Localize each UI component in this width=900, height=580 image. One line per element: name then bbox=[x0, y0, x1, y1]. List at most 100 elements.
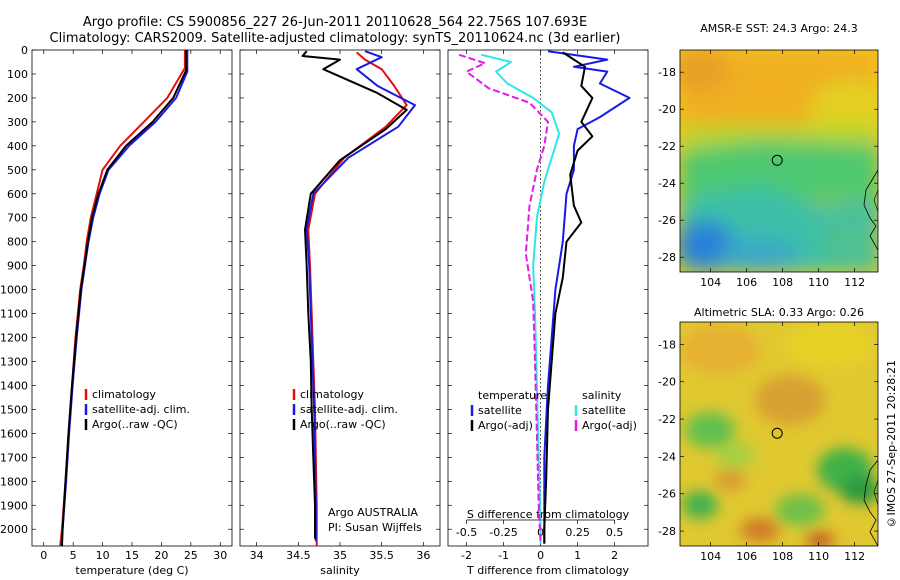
map-lat-label: -24 bbox=[658, 177, 676, 190]
depth-tick-label: 1100 bbox=[0, 308, 28, 321]
map-lat-label: -28 bbox=[658, 251, 676, 264]
x-tick-label: 5 bbox=[70, 549, 77, 562]
x-axis-label: temperature (deg C) bbox=[75, 564, 188, 577]
depth-tick-label: 500 bbox=[7, 164, 28, 177]
depth-tick-label: 1600 bbox=[0, 427, 28, 440]
map-lat-label: -22 bbox=[658, 140, 676, 153]
x-tick-label: -1 bbox=[498, 549, 509, 562]
sst-map-field bbox=[680, 50, 878, 272]
depth-tick-label: 900 bbox=[7, 260, 28, 273]
annotation-text: PI: Susan Wijffels bbox=[328, 521, 422, 534]
series-line-argo-raw-qc bbox=[61, 50, 188, 546]
series-group bbox=[59, 50, 189, 546]
x-tick-label: -2 bbox=[461, 549, 472, 562]
map-lon-label: 112 bbox=[844, 276, 865, 289]
map-lon-label: 106 bbox=[736, 550, 757, 563]
legend-label: Argo(-adj) bbox=[478, 419, 533, 432]
depth-tick-label: 1300 bbox=[0, 355, 28, 368]
legend-label: satellite-adj. clim. bbox=[92, 403, 190, 416]
depth-tick-label: 2000 bbox=[0, 523, 28, 536]
s-axis-label: S difference from climatology bbox=[467, 508, 630, 521]
depth-tick-label: 1700 bbox=[0, 451, 28, 464]
legend-label: Argo(..raw -QC) bbox=[300, 418, 386, 431]
map-lat-label: -20 bbox=[658, 376, 676, 389]
panel-frame bbox=[239, 49, 441, 547]
float-position-marker bbox=[771, 154, 783, 166]
depth-tick-label: 800 bbox=[7, 236, 28, 249]
map-lon-label: 110 bbox=[808, 276, 829, 289]
map-lat-label: -20 bbox=[658, 103, 676, 116]
depth-tick-label: 100 bbox=[7, 68, 28, 81]
x-tick-label: 36 bbox=[416, 549, 430, 562]
x-tick-label: 20 bbox=[154, 549, 168, 562]
legend-label: climatology bbox=[92, 388, 156, 401]
map-lon-label: 108 bbox=[772, 550, 793, 563]
x-tick-label: 2 bbox=[611, 549, 618, 562]
panel-temperature: 0 100 200 300 400 500 600 700 800 900 1000 1100 1200… bbox=[0, 44, 233, 577]
figure-title-line2: Climatology: CARS2009. Satellite-adjuste… bbox=[50, 31, 621, 46]
panel-frame bbox=[31, 49, 233, 547]
legend-label: satellite bbox=[478, 404, 522, 417]
depth-tick-label: 200 bbox=[7, 92, 28, 105]
map-lat-label: -26 bbox=[658, 488, 676, 501]
x-tick-label: 0 bbox=[40, 549, 47, 562]
map-lon-label: 104 bbox=[700, 276, 721, 289]
depth-tick-label: 400 bbox=[7, 140, 28, 153]
map-lon-label: 108 bbox=[772, 276, 793, 289]
x-tick-label: 1 bbox=[574, 549, 581, 562]
depth-tick-label: 1500 bbox=[0, 403, 28, 416]
x-tick-label: 35 bbox=[333, 549, 347, 562]
depth-tick-label: 300 bbox=[7, 116, 28, 129]
depth-tick-label: 1200 bbox=[0, 332, 28, 345]
depth-tick-label: 700 bbox=[7, 212, 28, 225]
map-lat-label: -26 bbox=[658, 214, 676, 227]
s-tick-label: -0.25 bbox=[489, 526, 517, 539]
series-line-t-argo-adj bbox=[543, 51, 594, 544]
map-lon-label: 104 bbox=[700, 550, 721, 563]
legend-header-temperature: temperature bbox=[478, 389, 547, 402]
x-tick-label: 10 bbox=[96, 549, 110, 562]
x-tick-label: 25 bbox=[184, 549, 198, 562]
depth-tick-label: 1900 bbox=[0, 499, 28, 512]
sst-map-title: AMSR-E SST: 24.3 Argo: 24.3 bbox=[700, 22, 858, 35]
float-position-marker bbox=[771, 427, 783, 439]
s-tick-label: 0.5 bbox=[606, 526, 624, 539]
map-lat-label: -28 bbox=[658, 525, 676, 538]
legend-label: climatology bbox=[300, 388, 364, 401]
depth-tick-label: 1400 bbox=[0, 379, 28, 392]
series-line-t-satellite bbox=[543, 50, 631, 544]
x-tick-label: 35.5 bbox=[369, 549, 394, 562]
depth-tick-label: 1000 bbox=[0, 284, 28, 297]
series-group bbox=[458, 50, 631, 544]
map-lat-label: -24 bbox=[658, 450, 676, 463]
s-tick-label: -0.5 bbox=[456, 526, 477, 539]
x-axis-label: salinity bbox=[320, 564, 360, 577]
depth-tick-label: 1800 bbox=[0, 475, 28, 488]
x-axis-label: T difference from climatology bbox=[466, 564, 629, 577]
x-tick-label: 15 bbox=[125, 549, 139, 562]
timestamp-stamp: ©IMOS 27-Sep-2011 20:28:21 bbox=[885, 360, 898, 529]
x-tick-label: 30 bbox=[213, 549, 227, 562]
map-lat-label: -18 bbox=[658, 338, 676, 351]
x-tick-label: 34.5 bbox=[286, 549, 311, 562]
map-lat-label: -18 bbox=[658, 66, 676, 79]
map-lat-label: -22 bbox=[658, 413, 676, 426]
map-lon-label: 110 bbox=[808, 550, 829, 563]
legend-header-salinity: salinity bbox=[582, 389, 622, 402]
sla-map-title: Altimetric SLA: 0.33 Argo: 0.26 bbox=[694, 306, 864, 319]
legend-label: Argo(-adj) bbox=[582, 419, 637, 432]
panel-frame bbox=[447, 49, 649, 547]
panel-salinity: 34 34.5 35 35.5 36 salinity climatology satelli… bbox=[239, 49, 441, 577]
x-tick-label: 34 bbox=[250, 549, 264, 562]
annotation-text: Argo AUSTRALIA bbox=[328, 506, 418, 519]
series-line-argo-raw-qc bbox=[301, 50, 408, 539]
map-lon-label: 112 bbox=[844, 550, 865, 563]
depth-tick-label: 600 bbox=[7, 188, 28, 201]
series-line-satellite-adj-clim bbox=[305, 50, 416, 542]
sla-map-field bbox=[680, 322, 878, 546]
panel-differences: -2 -1 0 1 2 T difference from climatology -0.5… bbox=[447, 49, 649, 577]
sst-map-frame bbox=[679, 49, 879, 273]
map-lon-label: 106 bbox=[736, 276, 757, 289]
s-tick-label: 0.25 bbox=[565, 526, 590, 539]
